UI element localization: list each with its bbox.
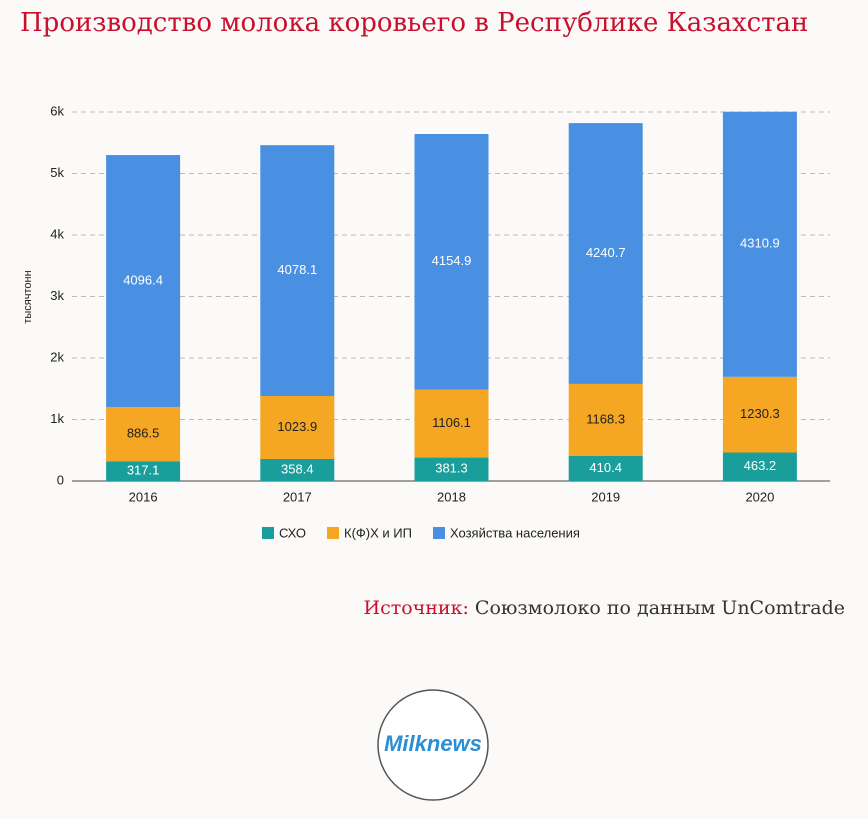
y-tick-label: 2k bbox=[50, 349, 64, 364]
bar-segment bbox=[414, 389, 489, 458]
value-label: 886.5 bbox=[127, 426, 160, 441]
bar-segment bbox=[106, 461, 181, 481]
bar-segment bbox=[260, 458, 335, 481]
bar-segment bbox=[722, 376, 797, 453]
y-tick-label: 3k bbox=[50, 288, 64, 303]
value-label: 1168.3 bbox=[586, 411, 625, 426]
legend-label: СХО bbox=[279, 525, 306, 540]
value-label: 1023.9 bbox=[277, 419, 317, 434]
x-tick-label: 2019 bbox=[591, 489, 620, 504]
value-label: 4310.9 bbox=[740, 236, 780, 251]
bar-segment bbox=[414, 133, 489, 390]
source: Источник: Союзмолоко по данным UnComtrad… bbox=[364, 597, 845, 619]
y-tick-label: 4k bbox=[50, 226, 64, 241]
value-label: 1230.3 bbox=[740, 406, 780, 421]
x-tick-label: 2020 bbox=[745, 489, 774, 504]
value-label: 4078.1 bbox=[277, 262, 317, 277]
bar-segment bbox=[106, 406, 181, 462]
legend-label: Хозяйства населения bbox=[450, 525, 580, 540]
logo: Milknews bbox=[384, 731, 482, 756]
value-label: 4096.4 bbox=[123, 272, 163, 287]
value-label: 4240.7 bbox=[586, 245, 626, 260]
legend-swatch bbox=[262, 527, 274, 539]
y-tick-label: 0 bbox=[57, 472, 64, 487]
bar-segment bbox=[106, 155, 181, 407]
bar-segment bbox=[568, 383, 643, 456]
x-tick-label: 2016 bbox=[129, 489, 158, 504]
bar-segment bbox=[722, 452, 797, 481]
logo-circle bbox=[377, 689, 489, 801]
bar-segment bbox=[414, 457, 489, 481]
y-tick-label: 1k bbox=[50, 411, 64, 426]
value-label: 358.4 bbox=[281, 461, 314, 476]
value-label: 463.2 bbox=[744, 458, 777, 473]
value-label: 317.1 bbox=[127, 463, 160, 478]
y-axis-label: тысячтонн bbox=[22, 270, 34, 323]
value-label: 381.3 bbox=[435, 461, 468, 476]
bar-segment bbox=[722, 111, 797, 377]
y-tick-label: 6k bbox=[50, 103, 64, 118]
legend-swatch bbox=[432, 527, 445, 539]
value-label: 410.4 bbox=[589, 460, 622, 475]
value-label: 4154.9 bbox=[432, 253, 472, 268]
value-label: 1106.1 bbox=[432, 415, 471, 430]
bar-segment bbox=[568, 455, 643, 481]
x-tick-label: 2017 bbox=[283, 489, 312, 504]
x-tick-label: 2018 bbox=[437, 489, 466, 504]
legend-swatch bbox=[327, 527, 340, 539]
source-text: Союзмолоко по данным UnComtrade bbox=[475, 597, 845, 619]
legend-label: К(Ф)Х и ИП bbox=[344, 525, 412, 540]
bar-segment bbox=[260, 145, 335, 396]
source-label: Источник: bbox=[364, 597, 469, 619]
bar-segment bbox=[568, 123, 643, 384]
y-tick-label: 5k bbox=[50, 165, 64, 180]
bar-segment bbox=[260, 395, 335, 459]
chart-title: Производство молока коровьего в Республи… bbox=[20, 8, 808, 38]
